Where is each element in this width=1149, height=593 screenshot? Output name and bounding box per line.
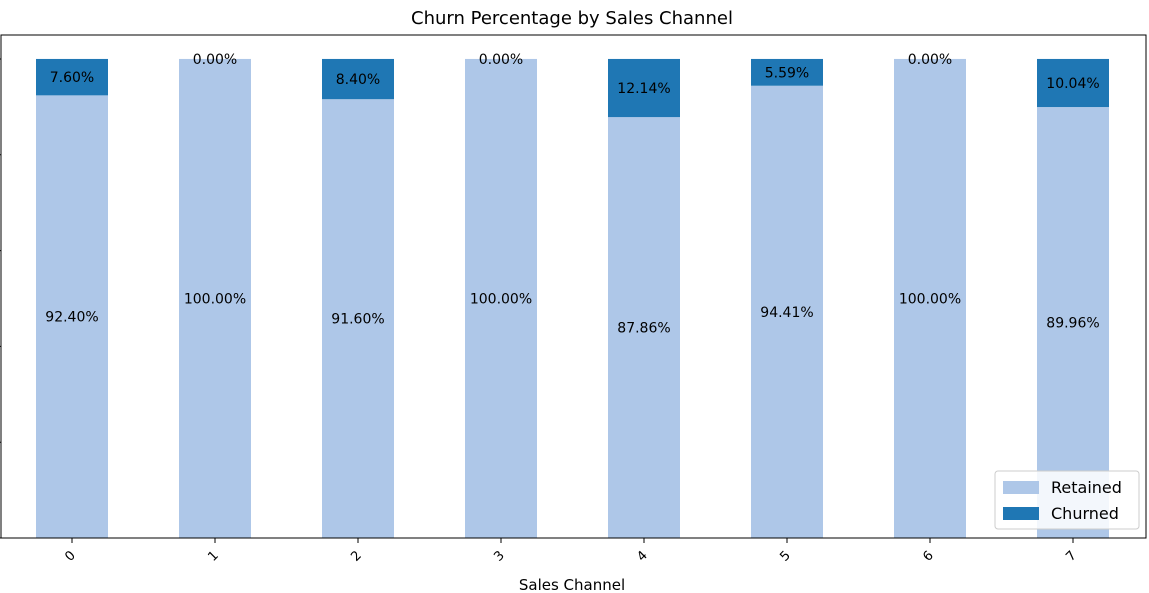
label-churned-1: 0.00% xyxy=(193,52,237,68)
legend: Retained Churned xyxy=(994,470,1140,530)
bar-retained-6 xyxy=(894,58,966,538)
bar-churned-2 xyxy=(322,58,394,100)
bars-group xyxy=(36,58,1109,539)
x-tick-label-7: 7 xyxy=(1063,548,1079,564)
x-tick-label-0: 0 xyxy=(62,548,78,564)
label-churned-0: 7.60% xyxy=(50,70,94,86)
label-churned-4: 12.14% xyxy=(617,81,670,97)
legend-label-churned: Churned xyxy=(1051,504,1119,523)
bar-retained-4 xyxy=(608,117,680,538)
label-churned-6: 0.00% xyxy=(908,52,952,68)
x-tick-label-6: 6 xyxy=(920,548,936,564)
label-retained-6: 100.00% xyxy=(899,291,961,307)
x-tick-label-3: 3 xyxy=(491,548,507,564)
label-retained-7: 89.96% xyxy=(1046,316,1099,332)
x-tick-label-4: 4 xyxy=(634,548,650,564)
x-tick-label-5: 5 xyxy=(777,548,793,564)
x-tick-label-1: 1 xyxy=(205,548,221,564)
bar-retained-3 xyxy=(465,58,537,538)
label-churned-7: 10.04% xyxy=(1046,76,1099,92)
bar-churned-0 xyxy=(36,58,108,96)
legend-swatch-churned xyxy=(1003,507,1039,520)
label-retained-4: 87.86% xyxy=(617,321,670,337)
label-churned-3: 0.00% xyxy=(479,52,523,68)
bar-labels-group: 92.40% 7.60% 100.00% 0.00% 91.60% 8.40% 100.00… xyxy=(45,52,1099,337)
label-churned-5: 5.59% xyxy=(765,65,809,81)
bar-retained-5 xyxy=(751,85,823,538)
label-retained-5: 94.41% xyxy=(760,305,813,321)
plot-frame xyxy=(0,34,1147,539)
bar-retained-1 xyxy=(179,58,251,538)
label-retained-3: 100.00% xyxy=(470,291,532,307)
chart-title: Churn Percentage by Sales Channel xyxy=(411,8,733,29)
legend-swatch-retained xyxy=(1003,481,1039,494)
bar-churned-4 xyxy=(608,58,680,118)
bar-retained-7 xyxy=(1037,107,1109,538)
label-retained-1: 100.00% xyxy=(184,291,246,307)
bar-retained-0 xyxy=(36,95,108,539)
y-ticks xyxy=(0,58,1,539)
bar-churned-7 xyxy=(1037,58,1109,108)
x-tick-label-2: 2 xyxy=(348,548,364,564)
x-axis-label: Sales Channel xyxy=(519,576,625,593)
label-retained-0: 92.40% xyxy=(45,310,98,326)
x-ticks: 0 1 2 3 4 5 6 7 xyxy=(62,538,1080,565)
label-churned-2: 8.40% xyxy=(336,72,380,88)
bar-churned-5 xyxy=(751,58,823,86)
label-retained-2: 91.60% xyxy=(331,312,384,328)
legend-label-retained: Retained xyxy=(1051,478,1122,497)
bar-retained-2 xyxy=(322,99,394,538)
